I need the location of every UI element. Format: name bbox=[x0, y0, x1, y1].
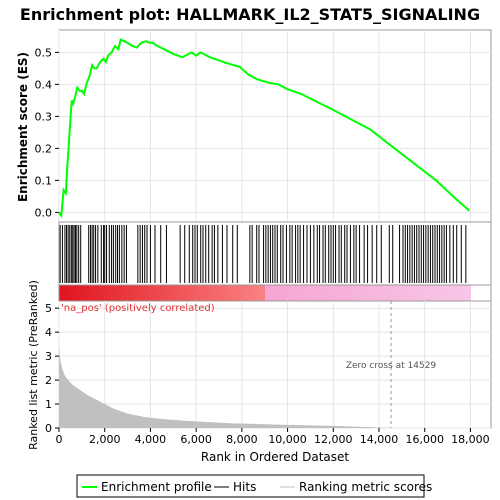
enrichment-panel: 0.0 0.1 0.2 0.3 0.4 0.5 Enrichment score (ES) bbox=[16, 29, 492, 223]
chart-title: Enrichment plot: HALLMARK_IL2_STAT5_SIGN… bbox=[20, 5, 480, 24]
enrichment-profile-line bbox=[58, 38, 470, 219]
x-tick-label: 12,000 bbox=[314, 433, 353, 446]
enrichment-y-ticks: 0.0 0.1 0.2 0.3 0.4 0.5 bbox=[35, 46, 59, 219]
x-tick-label: 2,000 bbox=[89, 433, 121, 446]
hits-panel bbox=[58, 221, 492, 286]
ranked-metric-y-tick-label: 5 bbox=[45, 302, 52, 315]
ranked-metric-y-tick-label: 3 bbox=[45, 350, 52, 363]
ranked-metric-y-tick-label: 4 bbox=[45, 326, 52, 339]
ranked-metric-y-tick-label: 1 bbox=[45, 398, 52, 411]
x-tick-label: 14,000 bbox=[360, 433, 399, 446]
x-axis-ticks: 0 2,000 4,000 6,000 8,000 10,000 12,000 14,000 1… bbox=[56, 428, 490, 446]
legend-enrichment-profile: Enrichment profile bbox=[101, 480, 212, 494]
enrichment-y-tick-label: 0.2 bbox=[35, 142, 53, 155]
enrichment-y-axis-label: Enrichment score (ES) bbox=[16, 52, 30, 202]
ranked-metric-plot-area bbox=[58, 300, 492, 429]
x-tick-label: 8,000 bbox=[226, 433, 258, 446]
enrichment-plot-area bbox=[58, 29, 492, 223]
x-tick-label: 4,000 bbox=[135, 433, 167, 446]
ranked-metric-y-tick-label: 2 bbox=[45, 374, 52, 387]
hit-markers bbox=[59, 225, 467, 283]
ranking-metric-area bbox=[59, 344, 471, 428]
zero-cross-label: Zero cross at 14529 bbox=[346, 361, 437, 371]
x-tick-label: 0 bbox=[56, 433, 63, 446]
enrichment-y-tick-label: 0.1 bbox=[35, 174, 53, 187]
ranking-colorbar-fill bbox=[59, 285, 471, 301]
x-tick-label: 6,000 bbox=[180, 433, 212, 446]
legend-hits: Hits bbox=[233, 480, 256, 494]
ranking-colorbar bbox=[58, 284, 492, 302]
legend-box bbox=[76, 474, 425, 498]
enrichment-y-tick-label: 0.0 bbox=[35, 206, 53, 219]
enrichment-y-tick-label: 0.5 bbox=[35, 46, 53, 59]
ranked-metric-y-ticks: 0 1 2 3 4 5 bbox=[45, 302, 59, 435]
x-tick-label: 18,000 bbox=[451, 433, 490, 446]
legend-ranking-metric-scores: Ranking metric scores bbox=[299, 480, 432, 494]
x-tick-label: 16,000 bbox=[405, 433, 444, 446]
x-tick-label: 10,000 bbox=[268, 433, 307, 446]
enrichment-y-tick-label: 0.4 bbox=[35, 78, 53, 91]
legend: Enrichment profile Hits Ranking metric s… bbox=[76, 474, 432, 498]
ranked-metric-y-axis-label: Ranked list metric (PreRanked) bbox=[27, 280, 40, 450]
enrichment-y-tick-label: 0.3 bbox=[35, 110, 53, 123]
ranked-metric-y-tick-label: 0 bbox=[45, 422, 52, 435]
ranked-metric-panel: Zero cross at 14529 'na_pos' (positively… bbox=[27, 280, 492, 464]
x-axis-label: Rank in Ordered Dataset bbox=[201, 450, 349, 464]
positive-correlation-label: 'na_pos' (positively correlated) bbox=[61, 303, 215, 314]
